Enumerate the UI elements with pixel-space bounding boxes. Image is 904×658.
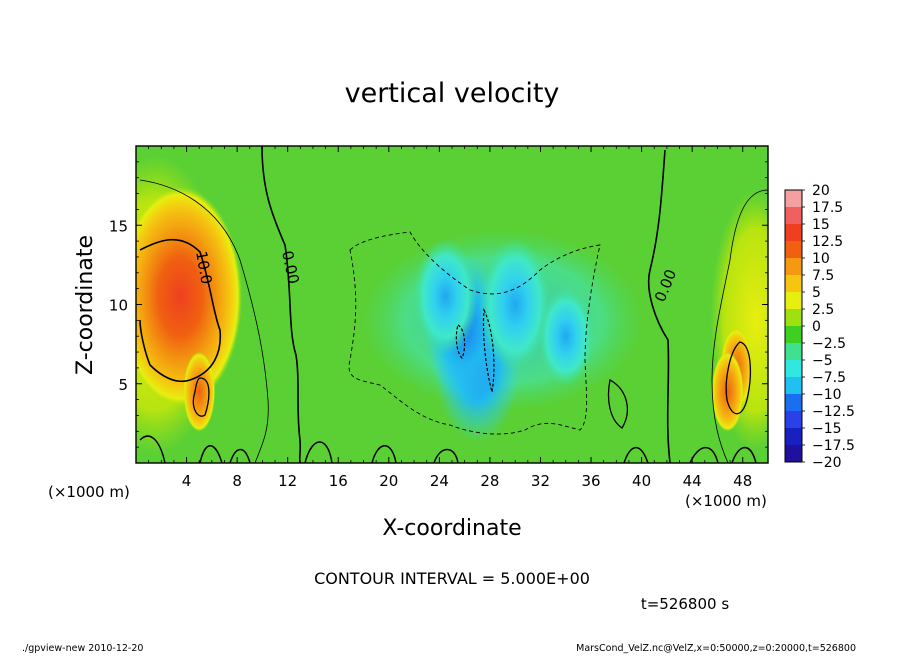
colorbar-swatch <box>785 394 802 412</box>
contour-negative-core-a <box>455 324 466 360</box>
time-label: t=526800 s <box>641 595 729 613</box>
colorbar-swatch <box>785 343 802 361</box>
colorbar-swatch <box>785 207 802 225</box>
colorbar-swatch <box>785 241 802 259</box>
y-tick-label: 5 <box>118 376 128 394</box>
colorbar-swatch <box>785 292 802 310</box>
colorbar-label: 0 <box>812 319 821 335</box>
x-tick-label: 40 <box>632 472 651 490</box>
x-tick-label: 12 <box>278 472 297 490</box>
colorbar-label: 7.5 <box>812 268 834 284</box>
colorbar: 2017.51512.5107.552.50−2.5−5−7.5−10−12.5… <box>784 183 855 471</box>
field-updraft-1 <box>183 351 216 432</box>
contour-zero-right <box>647 149 671 463</box>
contour-five-left <box>139 179 269 463</box>
contour-ten-left <box>139 238 222 383</box>
x-tick-label: 32 <box>531 472 550 490</box>
contour-ten-right <box>725 341 752 415</box>
colorbar-label: 2.5 <box>812 302 834 318</box>
contour-negative-envelope <box>348 231 601 435</box>
field-downdraft-6 <box>479 238 552 371</box>
colorbar-label: −5 <box>812 353 833 369</box>
x-unit-label-left: (×1000 m) <box>48 483 130 501</box>
colorbar-label: −10 <box>812 387 842 403</box>
x-tick-label: 44 <box>683 472 702 490</box>
x-tick-label: 28 <box>480 472 499 490</box>
x-tick-label: 16 <box>329 472 348 490</box>
x-tick-label: 4 <box>182 472 192 490</box>
x-tick-label: 48 <box>733 472 752 490</box>
footer-right: MarsCond_VelZ.nc@VelZ,x=0:50000,z=0:2000… <box>576 643 856 654</box>
contour-negative-core-b <box>482 307 495 393</box>
colorbar-label: 20 <box>812 183 830 199</box>
colorbar-label: −7.5 <box>812 370 846 386</box>
plot-area <box>136 146 768 463</box>
x-unit-label-right: (×1000 m) <box>685 492 767 510</box>
y-tick-label: 10 <box>109 297 128 315</box>
colorbar-label: 5 <box>812 285 821 301</box>
colorbar-label: 15 <box>812 217 830 233</box>
colorbar-swatch <box>785 258 802 276</box>
field-updraft-0 <box>136 186 243 407</box>
footer-left: ./gpview-new 2010-12-20 <box>22 643 143 654</box>
colorbar-label: 17.5 <box>812 200 843 216</box>
colorbar-label: 12.5 <box>812 234 843 250</box>
colorbar-label: −12.5 <box>812 404 855 420</box>
contour-five-right <box>711 189 768 463</box>
field-downdraft-7 <box>413 238 478 355</box>
colorbar-swatch <box>785 224 802 242</box>
x-tick-label: 8 <box>232 472 242 490</box>
contour-label-left: 10.0 <box>192 250 216 286</box>
x-tick-label: 36 <box>581 472 600 490</box>
colorbar-swatch <box>785 360 802 378</box>
colorbar-swatch <box>785 428 802 446</box>
colorbar-swatch <box>785 377 802 395</box>
colorbar-swatch <box>785 326 802 344</box>
x-axis-label: X-coordinate <box>382 516 521 541</box>
contour-zero-left <box>261 146 302 463</box>
colorbar-label: −17.5 <box>812 438 855 454</box>
colorbar-label: −2.5 <box>812 336 846 352</box>
contour-interval-text: CONTOUR INTERVAL = 5.000E+00 <box>314 569 590 588</box>
field-downdraft-8 <box>537 286 594 387</box>
contour-small-right <box>607 378 628 429</box>
colorbar-swatch <box>785 275 802 293</box>
field-layer <box>136 154 768 455</box>
colorbar-swatch <box>785 411 802 429</box>
contour-bottom-bumps <box>139 435 757 463</box>
colorbar-swatch <box>785 190 802 208</box>
colorbar-swatch <box>785 309 802 327</box>
colorbar-label: −15 <box>812 421 842 437</box>
chart-title: vertical velocity <box>345 78 560 109</box>
colorbar-label: −20 <box>812 455 842 471</box>
contour-ten-small <box>192 377 210 417</box>
field-updraft-3 <box>711 351 744 432</box>
y-tick-label: 15 <box>109 217 128 235</box>
x-tick-label: 24 <box>430 472 449 490</box>
y-axis-label: Z-coordinate <box>73 235 98 375</box>
colorbar-label: 10 <box>812 251 830 267</box>
x-tick-label: 20 <box>379 472 398 490</box>
colorbar-swatch <box>785 445 802 463</box>
